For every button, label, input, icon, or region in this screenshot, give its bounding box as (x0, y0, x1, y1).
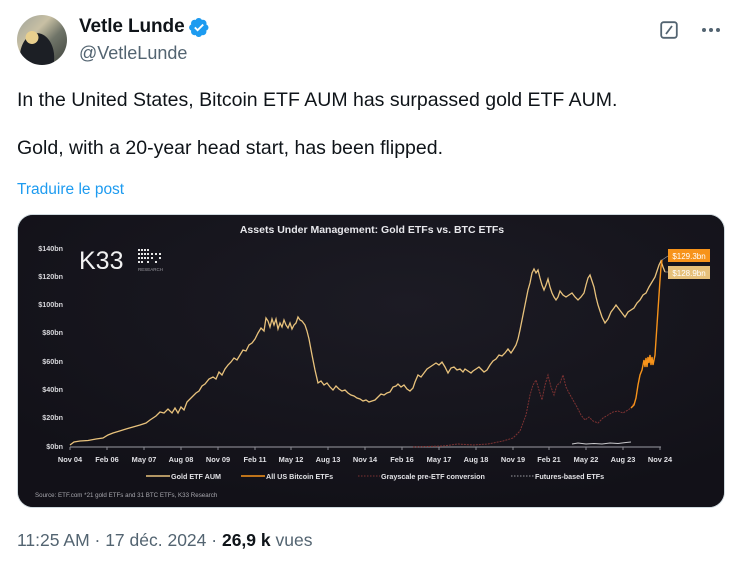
separator: · (206, 530, 222, 550)
x-tick: Feb 11 (243, 455, 266, 464)
series-bitcoin-etfs (630, 259, 663, 409)
series-gold-etf (69, 259, 666, 446)
x-tick: Aug 18 (464, 455, 489, 464)
tweet-meta: 11:25 AM · 17 déc. 2024 · 26,9 k vues (17, 530, 312, 551)
x-axis-labels: Nov 04 Feb 06 May 07 Aug 08 Nov 09 Feb 1… (58, 455, 673, 464)
y-tick: $0bn (46, 442, 63, 451)
x-tick: May 07 (132, 455, 157, 464)
chart-svg: Assets Under Management: Gold ETFs vs. B… (18, 215, 724, 507)
y-tick: $140bn (38, 244, 63, 253)
x-tick: Feb 16 (390, 455, 413, 464)
k33-dots-icon (138, 249, 161, 263)
chart-title: Assets Under Management: Gold ETFs vs. B… (240, 224, 504, 236)
x-tick: Feb 21 (537, 455, 560, 464)
btc-value-badge (668, 249, 710, 262)
x-tick: May 22 (574, 455, 599, 464)
dot (709, 28, 713, 32)
y-tick: $60bn (42, 357, 63, 366)
gold-value-badge (668, 266, 710, 279)
x-tick: Nov 04 (58, 455, 83, 464)
tweet-time[interactable]: 11:25 AM (17, 530, 90, 550)
x-tick: Nov 14 (353, 455, 378, 464)
y-tick: $80bn (42, 328, 63, 337)
series-grayscale (412, 373, 635, 448)
x-tick: Aug 23 (611, 455, 636, 464)
display-name[interactable]: Vetle Lunde (79, 16, 185, 37)
verified-badge-icon (188, 17, 209, 37)
views-label: vues (275, 530, 313, 550)
author-name-row[interactable]: Vetle Lunde (79, 16, 210, 38)
x-tick: May 17 (427, 455, 452, 464)
chart-legend: Gold ETF AUM All US Bitcoin ETFs Graysca… (146, 472, 604, 481)
btc-value-label: $129.3bn (672, 252, 705, 261)
dot (716, 28, 720, 32)
tweet-date[interactable]: 17 déc. 2024 (105, 530, 207, 550)
legend-futures: Futures-based ETFs (535, 472, 604, 481)
x-tick: Aug 08 (169, 455, 194, 464)
k33-research-label: RESEARCH (138, 267, 163, 272)
separator: · (89, 530, 106, 550)
legend-grayscale: Grayscale pre-ETF conversion (381, 472, 485, 481)
legend-bitcoin: All US Bitcoin ETFs (266, 472, 333, 481)
series-futures-etfs (571, 441, 632, 445)
x-tick: Nov 09 (206, 455, 230, 464)
label-leader-btc (661, 255, 669, 261)
tweet-header: Vetle Lunde @VetleLunde (16, 14, 723, 70)
tweet-text: In the United States, Bitcoin ETF AUM ha… (17, 88, 722, 160)
x-tick: May 12 (279, 455, 304, 464)
more-horizontal-icon[interactable] (699, 20, 723, 40)
dot (702, 28, 706, 32)
translate-post-link[interactable]: Traduire le post (17, 181, 125, 198)
y-tick: $20bn (42, 413, 63, 422)
x-axis-ticks (69, 447, 661, 450)
chart-image[interactable]: Assets Under Management: Gold ETFs vs. B… (17, 214, 725, 508)
tweet-line-1: In the United States, Bitcoin ETF AUM ha… (17, 89, 618, 111)
y-tick: $120bn (38, 272, 63, 281)
avatar[interactable] (17, 15, 67, 65)
x-tick: Feb 06 (95, 455, 118, 464)
legend-gold: Gold ETF AUM (171, 472, 221, 481)
x-tick: Nov 24 (648, 455, 673, 464)
x-tick: Nov 19 (501, 455, 525, 464)
y-tick: $100bn (38, 300, 63, 309)
views-count: 26,9 k (221, 530, 271, 550)
y-tick: $40bn (42, 385, 63, 394)
author-handle[interactable]: @VetleLunde (79, 43, 188, 63)
gold-value-label: $128.9bn (672, 269, 705, 278)
grok-slash-icon[interactable] (660, 21, 678, 39)
chart-source: Source: ETF.com *21 gold ETFs and 31 BTC… (35, 492, 218, 499)
y-axis: $140bn $120bn $100bn $80bn $60bn $40bn $… (38, 244, 63, 451)
tweet-line-2: Gold, with a 20-year head start, has bee… (17, 137, 444, 159)
x-tick: Aug 13 (316, 455, 341, 464)
k33-logo: K33 (79, 247, 123, 275)
